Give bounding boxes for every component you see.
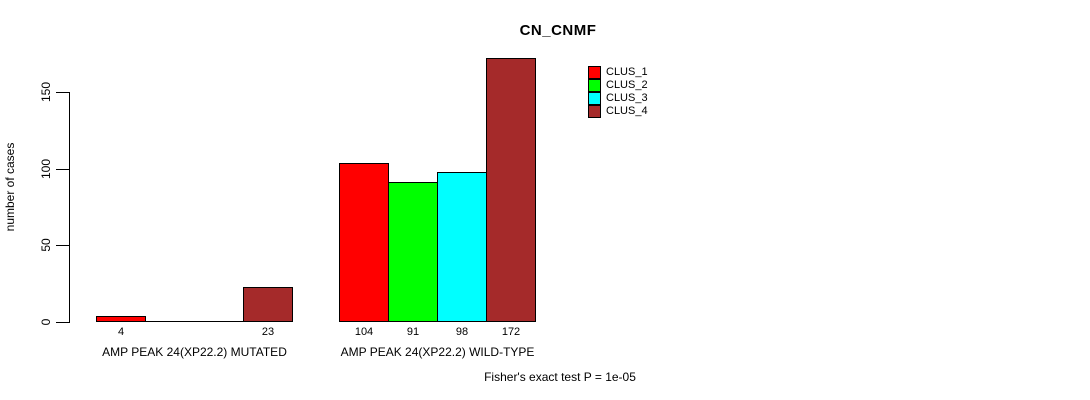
y-tick-label-text: 150 [39,81,53,103]
legend-color-swatch-icon [588,79,601,92]
fisher-test-note: Fisher's exact test P = 1e-05 [484,370,636,384]
legend-item-clus_4: CLUS_4 [588,105,648,118]
bar-value-label-text: 104 [354,326,374,338]
category-label-text: AMP PEAK 24(XP22.2) MUTATED [102,345,287,359]
y-tick-mark [56,322,70,323]
y-tick-label-text: 50 [39,238,53,252]
bar-value-label-text: 91 [406,326,420,338]
legend: CLUS_1 CLUS_2 CLUS_3 CLUS_4 [588,66,648,118]
legend-item-clus_2: CLUS_2 [588,79,648,92]
y-tick-mark [56,169,70,170]
y-axis-line [69,92,70,323]
bar-value-label-text: 98 [455,326,469,338]
legend-color-swatch-icon [588,66,601,79]
legend-label: CLUS_4 [606,105,648,117]
bar-clus_2-group2 [388,182,438,322]
bar-clus_3-group2 [437,172,487,322]
legend-label: CLUS_1 [606,66,648,78]
bar-clus_4-group1 [243,287,293,322]
y-tick-mark [56,245,70,246]
baseline [96,321,293,322]
bar-value-label-text: 23 [261,326,275,338]
y-tick-label-text: 100 [39,158,53,180]
y-tick-label-text: 0 [39,318,53,326]
bar-clus_4-group2 [486,58,536,322]
legend-label: CLUS_3 [606,92,648,104]
y-tick-mark [56,92,70,93]
bar-value-label-text: 4 [117,326,125,338]
legend-item-clus_1: CLUS_1 [588,66,648,79]
category-label-text: AMP PEAK 24(XP22.2) WILD-TYPE [340,345,535,359]
legend-item-clus_3: CLUS_3 [588,92,648,105]
chart-title: CN_CNMF [519,22,597,39]
bar-value-label-text: 172 [501,326,521,338]
bar-clus_1-group1 [96,316,146,322]
legend-color-swatch-icon [588,92,601,105]
bar-clus_1-group2 [339,163,389,322]
legend-label: CLUS_2 [606,79,648,91]
legend-color-swatch-icon [588,105,601,118]
